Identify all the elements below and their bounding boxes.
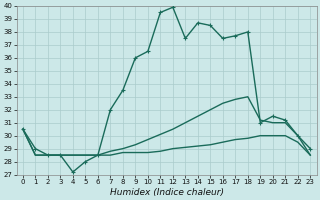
X-axis label: Humidex (Indice chaleur): Humidex (Indice chaleur) <box>109 188 224 197</box>
